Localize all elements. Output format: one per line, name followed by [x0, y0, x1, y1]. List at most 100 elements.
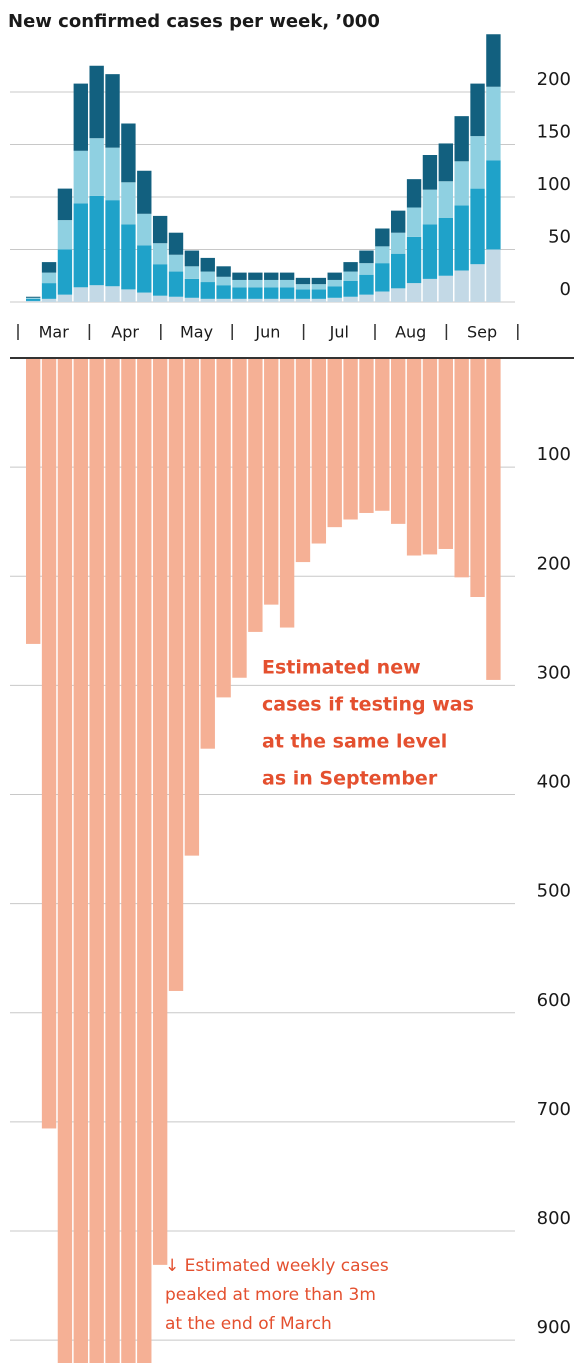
- x-tick-label: Jul: [329, 323, 349, 342]
- y-tick-label: 600: [537, 990, 571, 1011]
- bar: [248, 358, 263, 632]
- bar: [375, 358, 390, 511]
- bar-segment: [295, 298, 311, 302]
- y-tick-label: 700: [537, 1099, 571, 1120]
- bar-segment: [57, 188, 73, 221]
- bar: [422, 358, 438, 555]
- bar-segment: [152, 264, 168, 296]
- y-tick-label: 800: [537, 1208, 571, 1229]
- bar-segment: [200, 298, 215, 302]
- bar: [391, 358, 406, 524]
- bar-segment: [41, 272, 57, 284]
- bar-segment: [137, 245, 152, 293]
- bar: [438, 358, 453, 549]
- bar-segment: [470, 188, 485, 265]
- bar-segment: [406, 207, 422, 237]
- bar: [137, 358, 152, 1363]
- bar-segment: [327, 279, 342, 287]
- bar-segment: [422, 155, 438, 190]
- x-tick-label: Jun: [254, 323, 280, 342]
- bar-segment: [454, 116, 469, 162]
- bar-segment: [311, 289, 327, 299]
- y-tick-label: 900: [537, 1317, 571, 1338]
- bar-segment: [375, 246, 390, 264]
- bar-segment: [41, 283, 57, 299]
- bar: [200, 358, 215, 749]
- bar: [454, 358, 469, 578]
- bar-segment: [232, 272, 247, 280]
- bar: [73, 358, 88, 1363]
- bar-segment: [184, 297, 200, 302]
- bar-segment: [359, 250, 374, 264]
- bar-segment: [454, 270, 469, 302]
- bar-segment: [57, 249, 73, 295]
- bar-segment: [422, 189, 438, 225]
- bar-segment: [327, 297, 342, 302]
- bar-segment: [137, 292, 152, 302]
- bar-segment: [232, 298, 247, 302]
- bar-segment: [327, 272, 342, 280]
- bar-segment: [375, 228, 390, 247]
- bar-segment: [248, 272, 263, 280]
- bar-segment: [89, 195, 104, 286]
- bar-segment: [264, 279, 279, 288]
- bar-segment: [105, 286, 120, 302]
- bar-segment: [184, 266, 200, 279]
- bar-segment: [454, 205, 469, 271]
- bar-segment: [486, 86, 501, 161]
- bar-segment: [327, 286, 342, 298]
- bar-segment: [375, 291, 390, 302]
- bar-segment: [41, 298, 57, 302]
- bar-segment: [486, 249, 501, 302]
- y-tick-label: 50: [548, 227, 571, 248]
- bar-segment: [200, 257, 215, 272]
- bar-segment: [89, 138, 104, 196]
- bar: [57, 358, 73, 1363]
- bar: [406, 358, 422, 556]
- bar-segment: [311, 298, 327, 302]
- bar-segment: [375, 263, 390, 292]
- annotation: at the end of March: [165, 1314, 332, 1334]
- bar-segment: [89, 285, 104, 302]
- bar-segment: [216, 285, 231, 299]
- bar-segment: [438, 218, 453, 276]
- bar-segment: [121, 123, 136, 183]
- bar: [89, 358, 104, 1363]
- bar-segment: [391, 288, 406, 302]
- bar-segment: [73, 287, 88, 302]
- bar-segment: [57, 220, 73, 250]
- bar-segment: [422, 278, 438, 302]
- bar: [216, 358, 231, 698]
- bar-segment: [152, 243, 168, 265]
- x-tick-label: Mar: [39, 323, 70, 342]
- bar-segment: [168, 254, 184, 272]
- bar-segment: [343, 262, 358, 272]
- bar-segment: [359, 274, 374, 295]
- y-tick-label: 150: [537, 122, 571, 143]
- bar: [168, 358, 184, 991]
- bar-segment: [200, 282, 215, 299]
- bar: [343, 358, 358, 520]
- bar-segment: [311, 284, 327, 290]
- x-tick-label: Aug: [395, 323, 426, 342]
- bar-segment: [438, 181, 453, 218]
- bar: [26, 358, 41, 644]
- bar-segment: [486, 34, 501, 87]
- bar-segment: [264, 272, 279, 280]
- bar-segment: [200, 271, 215, 283]
- bar-segment: [279, 279, 295, 288]
- bar-segment: [486, 160, 501, 250]
- bar: [152, 358, 168, 1265]
- bar: [232, 358, 247, 678]
- bar-segment: [406, 236, 422, 284]
- y-tick-label: 100: [537, 174, 571, 195]
- bars: [26, 358, 501, 1363]
- x-tick-label: Apr: [111, 323, 139, 342]
- bar: [327, 358, 342, 528]
- bar-segment: [248, 287, 263, 299]
- bar-segment: [121, 289, 136, 302]
- bar-segment: [216, 266, 231, 277]
- y-tick-label: 200: [537, 69, 571, 90]
- bar-segment: [391, 210, 406, 233]
